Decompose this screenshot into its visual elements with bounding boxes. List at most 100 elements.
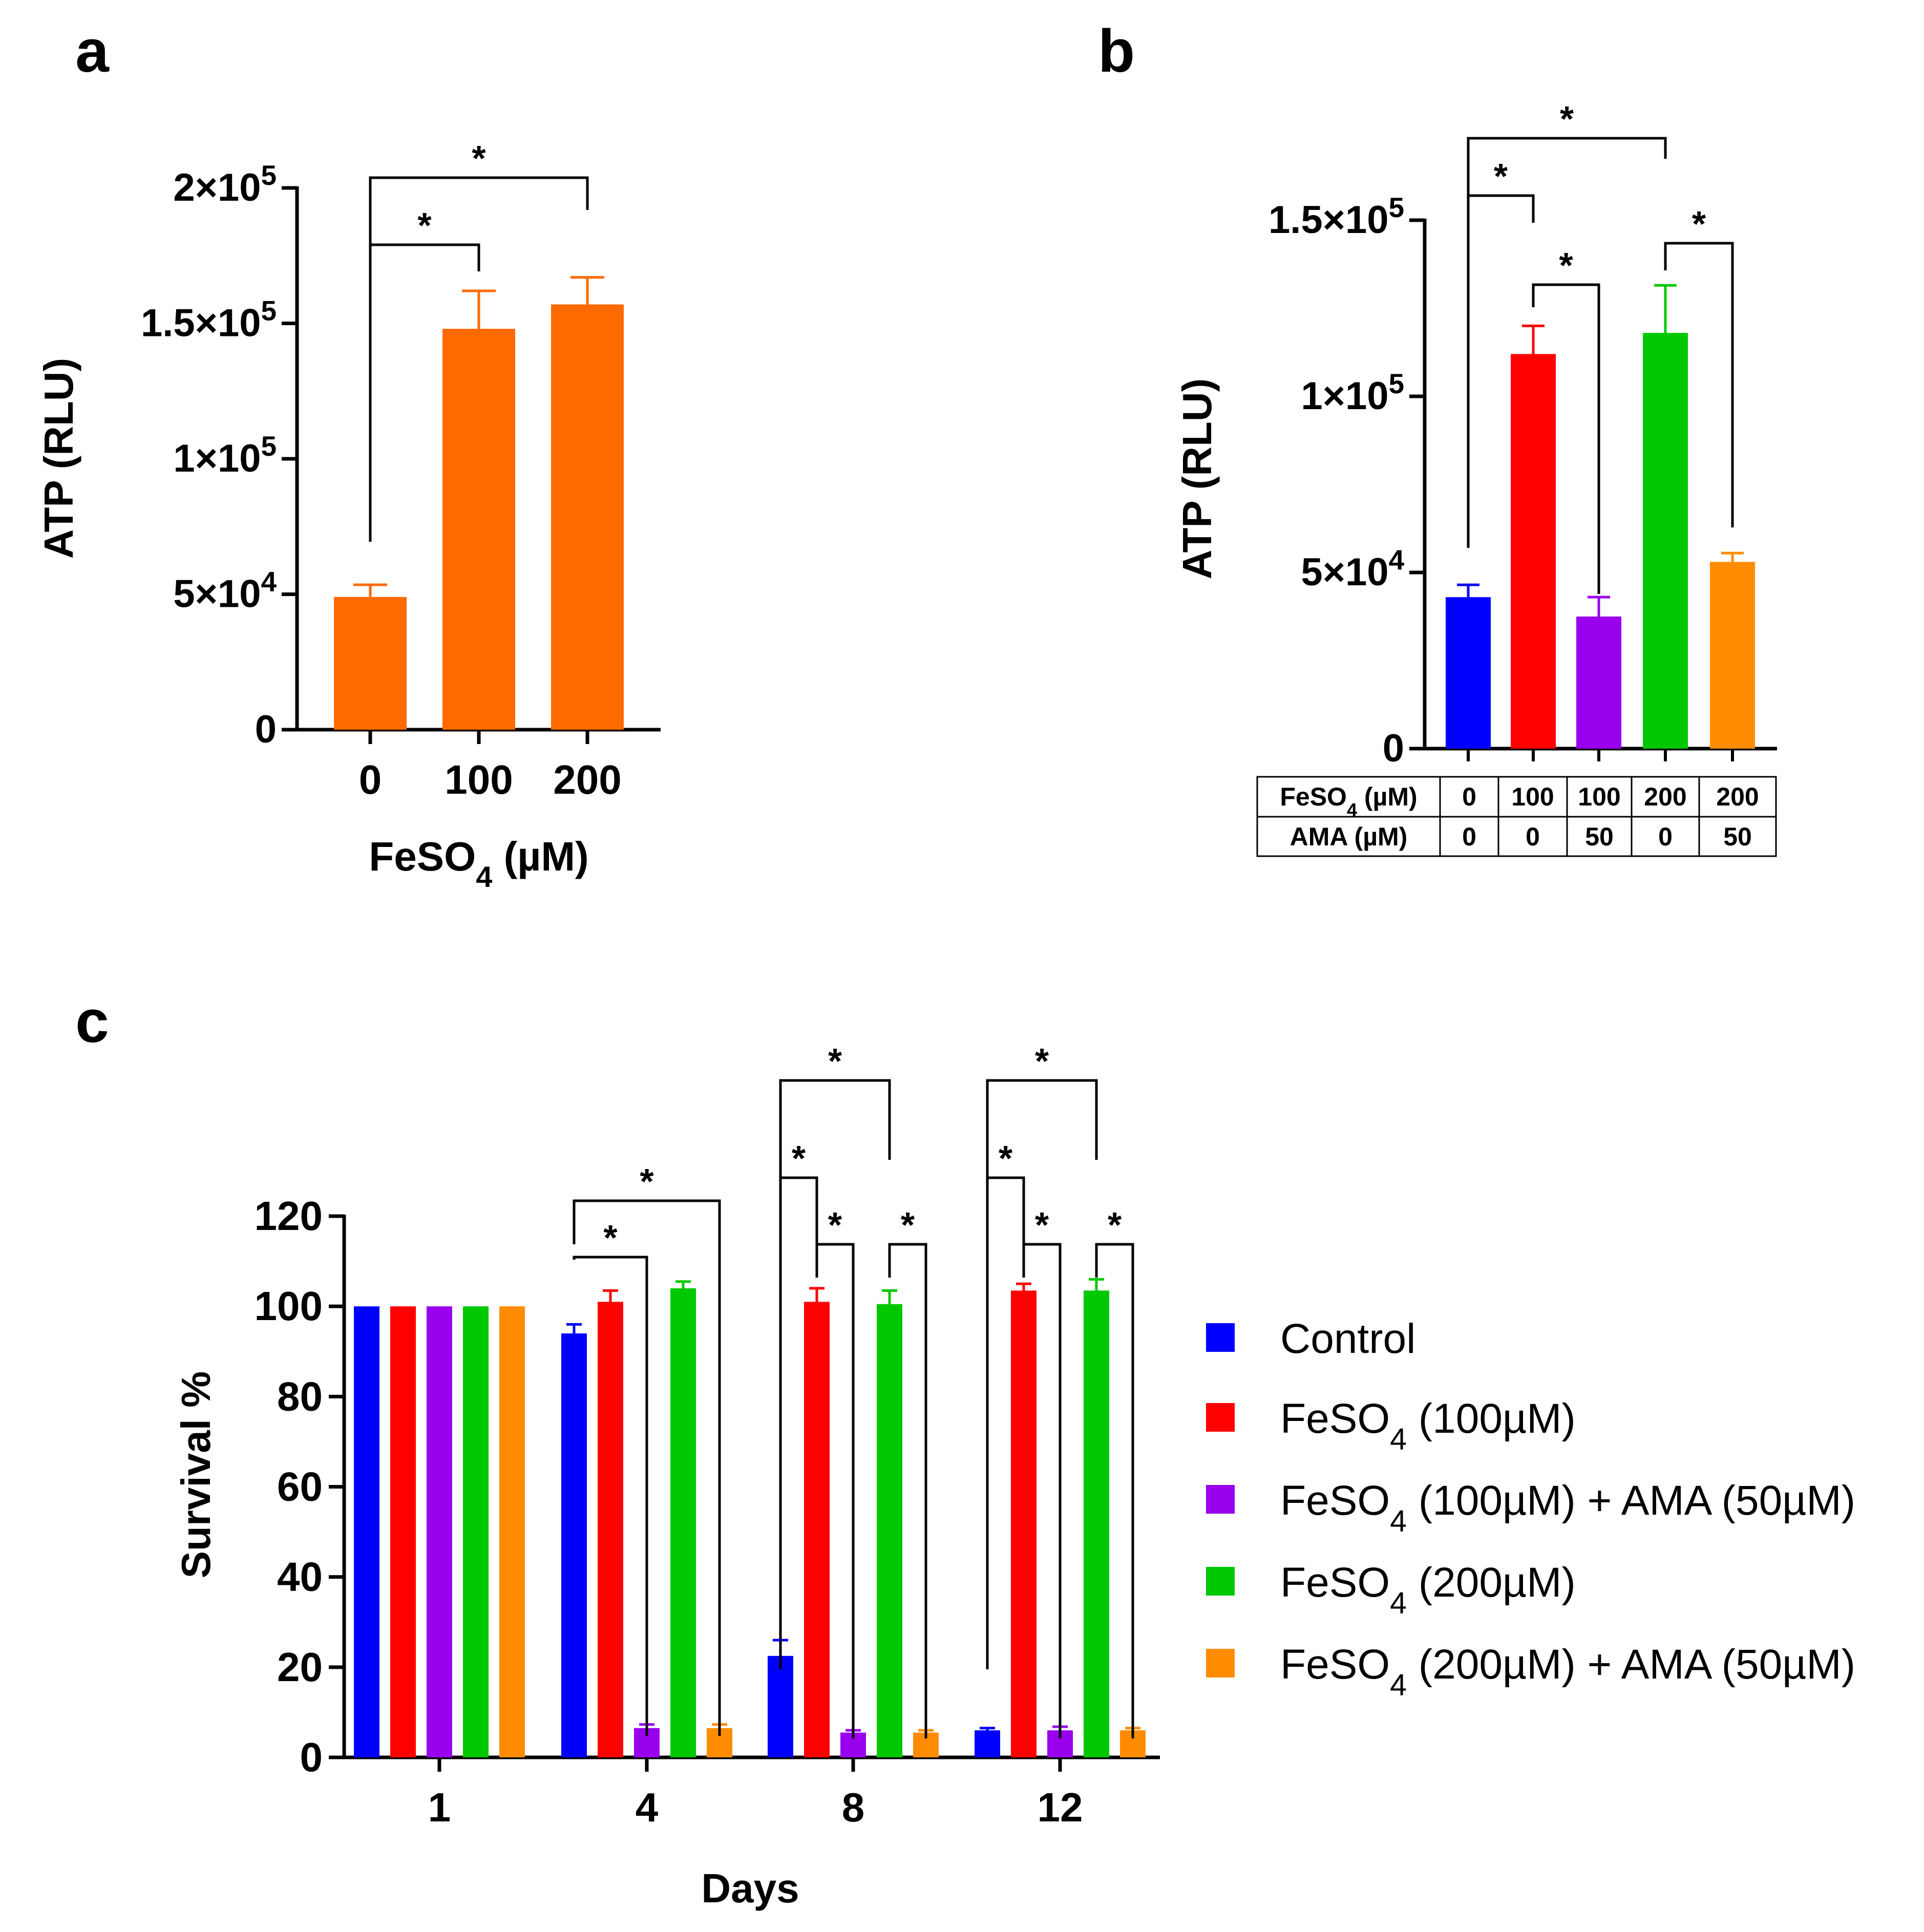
bar-b bbox=[1576, 617, 1621, 749]
bar-c bbox=[670, 1288, 696, 1757]
legend-label-tail: (200µM) bbox=[1407, 1559, 1576, 1606]
sig-bracket-c bbox=[1022, 1243, 1062, 1738]
bar-c bbox=[975, 1730, 1000, 1757]
sig-bracket-a-label: * bbox=[417, 205, 432, 245]
y-tick-label-b-base: 1×10 bbox=[1301, 374, 1388, 418]
legend-label-main: FeSO bbox=[1280, 1477, 1390, 1524]
y-tick-label-b-base: 1.5×10 bbox=[1268, 198, 1389, 242]
sig-bracket-a-label: * bbox=[472, 138, 486, 178]
x-tick-label-a: 200 bbox=[553, 757, 621, 802]
x-axis-title-a-sub: 4 bbox=[476, 861, 492, 894]
y-tick-label-b-exp: 4 bbox=[1389, 544, 1405, 576]
x-axis-title-a-main: FeSO bbox=[369, 834, 476, 879]
sig-bracket-c-label: * bbox=[828, 1205, 842, 1245]
table-cell: 0 bbox=[1658, 822, 1673, 851]
sig-bracket-c-label: * bbox=[828, 1041, 842, 1081]
x-tick-label-c: 12 bbox=[1038, 1785, 1083, 1830]
bar-c bbox=[877, 1304, 902, 1757]
y-tick-label-a-exp: 5 bbox=[261, 159, 277, 191]
bar-c bbox=[427, 1306, 452, 1757]
table-row-label: FeSO4 (µM) bbox=[1280, 782, 1417, 820]
legend-label-sub: 4 bbox=[1390, 1586, 1407, 1620]
bar-c bbox=[390, 1306, 416, 1757]
table-cell: 200 bbox=[1644, 782, 1686, 811]
y-tick-label-c: 80 bbox=[277, 1373, 323, 1419]
y-tick-label-c: 40 bbox=[277, 1554, 323, 1600]
table-cell: 200 bbox=[1716, 782, 1759, 811]
panel-label-b: b bbox=[1098, 17, 1135, 85]
bar-b bbox=[1446, 597, 1491, 749]
table-cell: 0 bbox=[1526, 822, 1540, 851]
legend-label-sub: 4 bbox=[1390, 1504, 1407, 1538]
legend-label-sub: 4 bbox=[1390, 1423, 1407, 1456]
table-cell: 0 bbox=[1462, 822, 1476, 851]
bar-c bbox=[561, 1333, 587, 1757]
y-tick-label-a: 0 bbox=[255, 708, 277, 751]
bar-c bbox=[463, 1306, 489, 1757]
bar-a bbox=[551, 304, 624, 730]
sig-bracket-c bbox=[815, 1243, 855, 1738]
bar-c bbox=[499, 1306, 525, 1757]
legend-label-main: Control bbox=[1280, 1315, 1415, 1362]
sig-bracket-c bbox=[986, 1079, 1098, 1180]
y-tick-label-b-base: 0 bbox=[1383, 727, 1404, 770]
legend-label-main: FeSO bbox=[1280, 1641, 1390, 1688]
y-tick-label-a-exp: 5 bbox=[261, 295, 277, 327]
y-tick-label-c: 60 bbox=[277, 1464, 323, 1510]
legend-label: FeSO4 (100µM) bbox=[1280, 1395, 1576, 1456]
y-tick-label-a-exp: 4 bbox=[261, 566, 277, 598]
sig-bracket-c-label: * bbox=[999, 1138, 1013, 1178]
sig-bracket-c-label: * bbox=[640, 1161, 654, 1201]
y-tick-label-a-exp: 5 bbox=[261, 430, 277, 462]
table-row-label-main: FeSO bbox=[1280, 782, 1347, 811]
bar-c bbox=[1011, 1290, 1037, 1757]
legend-swatch bbox=[1206, 1567, 1235, 1596]
sig-bracket-c bbox=[1095, 1243, 1134, 1738]
x-tick-label-a: 0 bbox=[359, 757, 382, 802]
y-tick-label-a: 1.5×105 bbox=[141, 295, 277, 345]
panel-label-c: c bbox=[75, 988, 109, 1055]
legend-label: FeSO4 (100µM) + AMA (50µM) bbox=[1280, 1477, 1855, 1538]
legend-label-tail: (200µM) + AMA (50µM) bbox=[1407, 1641, 1855, 1688]
x-tick-label-c: 1 bbox=[428, 1785, 451, 1830]
y-tick-label-a: 2×105 bbox=[173, 159, 277, 209]
legend-label-main: FeSO bbox=[1280, 1559, 1390, 1606]
legend-swatch bbox=[1206, 1323, 1235, 1352]
sig-bracket-c-label: * bbox=[1035, 1205, 1049, 1245]
legend-label-tail: (100µM) + AMA (50µM) bbox=[1407, 1477, 1855, 1524]
legend-swatch bbox=[1206, 1485, 1235, 1514]
sig-bracket-b-label: * bbox=[1692, 204, 1706, 244]
y-axis-title-c: Survival % bbox=[173, 1371, 219, 1579]
sig-bracket-b bbox=[1532, 283, 1600, 594]
y-tick-label-c: 20 bbox=[277, 1644, 323, 1690]
bar-c bbox=[1084, 1290, 1109, 1757]
y-tick-label-c: 100 bbox=[255, 1283, 323, 1329]
y-tick-label-b-base: 5×10 bbox=[1301, 550, 1388, 594]
table-row-label: AMA (µM) bbox=[1290, 822, 1408, 851]
bar-c bbox=[354, 1306, 379, 1757]
bar-c bbox=[768, 1655, 793, 1757]
y-axis-title-a: ATP (RLU) bbox=[36, 358, 81, 559]
panel-label-a: a bbox=[75, 17, 110, 85]
legend-label: FeSO4 (200µM) bbox=[1280, 1559, 1576, 1620]
sig-bracket-c-label: * bbox=[1108, 1205, 1122, 1245]
sig-bracket-c bbox=[573, 1256, 648, 1736]
table-row-label-main: AMA (µM) bbox=[1290, 822, 1408, 851]
legend-swatch bbox=[1206, 1649, 1235, 1678]
bar-b bbox=[1710, 562, 1755, 749]
condition-table-b: FeSO4 (µM) 0 100 100 200 200 AMA (µM) 0 0 50 0 50 bbox=[1256, 776, 1777, 857]
y-tick-label-b: 1×105 bbox=[1301, 368, 1404, 418]
y-axis-title-b: ATP (RLU) bbox=[1174, 378, 1220, 580]
panel-b: b 0 5×104 1×105 1.5×105 ATP (RLU) FeSO4 (µM) 0 1… bbox=[1098, 17, 1777, 857]
sig-bracket-b bbox=[1467, 194, 1535, 548]
y-tick-label-a-base: 5×10 bbox=[173, 572, 261, 616]
y-tick-label-b: 0 bbox=[1383, 727, 1404, 770]
x-tick-label-c: 4 bbox=[636, 1785, 659, 1830]
sig-bracket-c-label: * bbox=[792, 1138, 806, 1178]
y-tick-label-b-exp: 5 bbox=[1389, 192, 1404, 223]
y-tick-label-a: 1×105 bbox=[173, 430, 277, 480]
